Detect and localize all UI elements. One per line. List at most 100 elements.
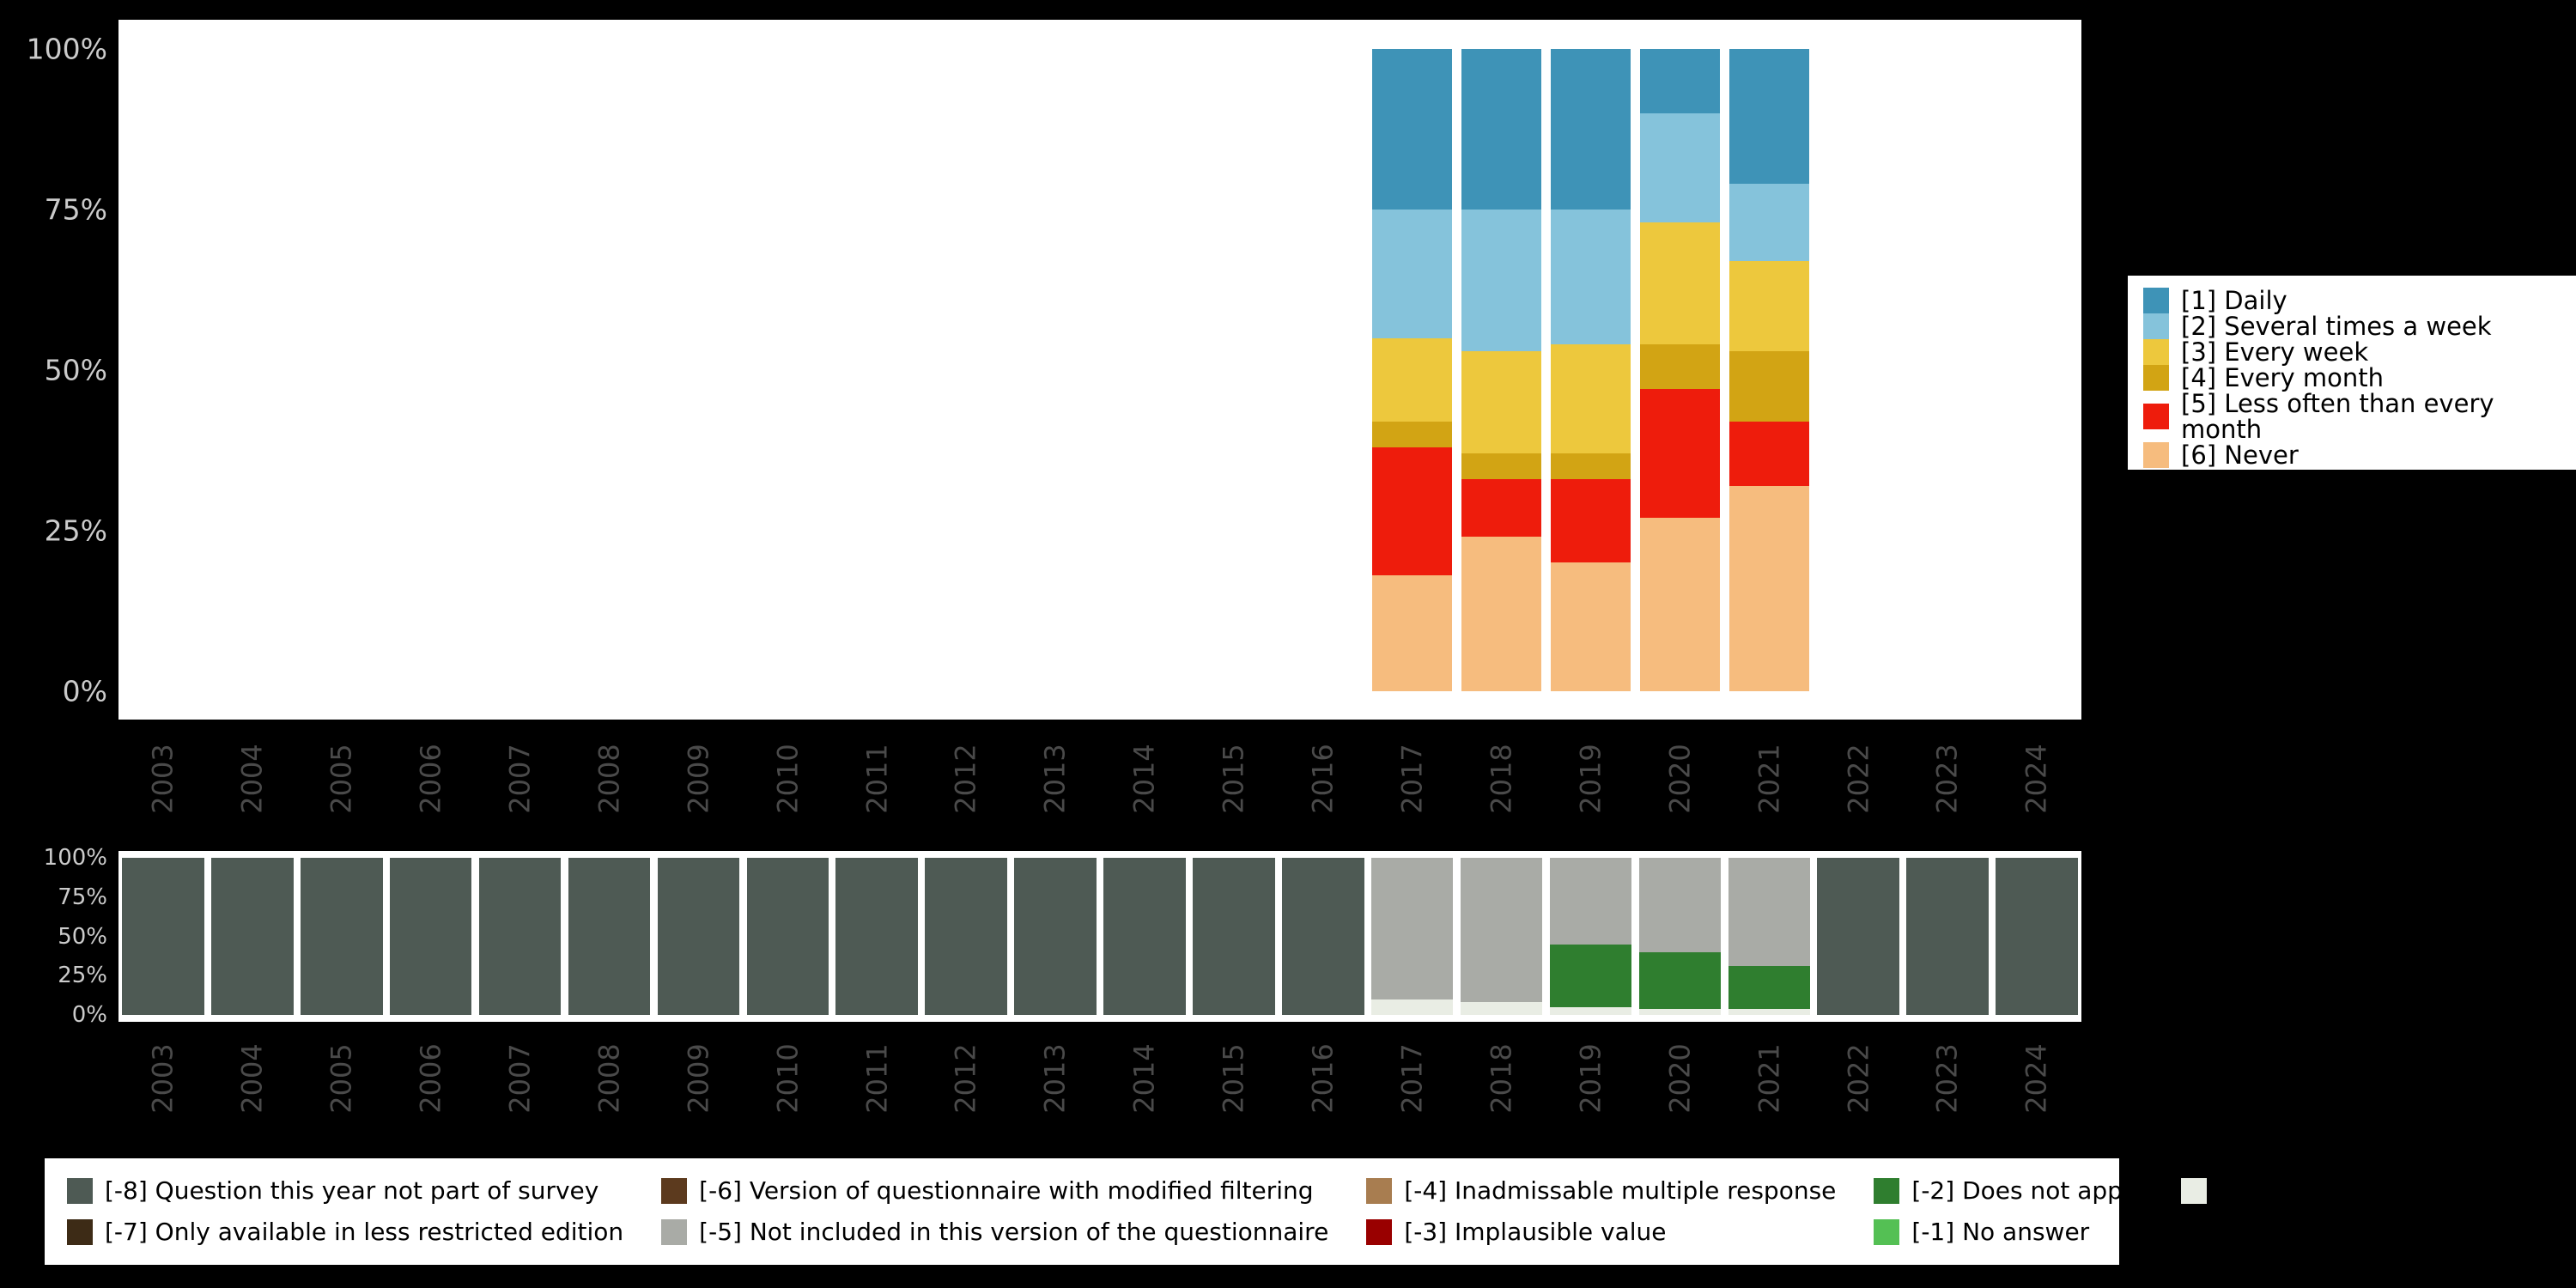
x-axis-year-label: 2021 — [1753, 1043, 1786, 1114]
bar-segment — [1728, 858, 1811, 967]
x-axis-year-label: 2014 — [1127, 744, 1161, 814]
x-axis-year-label: 2014 — [1127, 1043, 1161, 1114]
x-axis-year-label: 2017 — [1395, 1043, 1429, 1114]
bar-segment — [925, 858, 1007, 1015]
legend-color-swatch — [2143, 313, 2169, 339]
bar-segment — [1370, 999, 1454, 1015]
bar-2013 — [1014, 858, 1097, 1015]
bar-2018 — [1461, 49, 1542, 691]
bar-segment — [1728, 485, 1810, 691]
bar-2007 — [478, 858, 562, 1015]
legend-label: [-2] Does not apply — [1911, 1176, 2144, 1205]
bar-segment — [1371, 447, 1453, 576]
frequency-legend: [1] Daily [2] Several times a week [3] Eve… — [2128, 276, 2576, 470]
legend-color-swatch — [2143, 404, 2169, 429]
bar-segment — [1281, 858, 1364, 1015]
x-axis-year-label: 2008 — [592, 1043, 626, 1114]
y-axis-tick-label: 50% — [44, 353, 107, 387]
bar-segment — [1371, 49, 1453, 210]
bar-2022 — [1817, 858, 1900, 1015]
x-axis-year-label: 2006 — [414, 744, 447, 814]
x-axis-year-label: 2005 — [325, 1043, 358, 1114]
bar-segment — [1460, 1002, 1543, 1015]
bar-segment — [835, 858, 919, 1015]
bar-2014 — [1103, 858, 1186, 1015]
x-axis-year-label: 2018 — [1485, 744, 1518, 814]
bar-2017 — [1371, 49, 1453, 691]
legend-color-swatch — [67, 1178, 93, 1204]
bar-segment — [1728, 966, 1811, 1009]
legend-color-swatch — [1366, 1178, 1393, 1204]
bar-segment — [1549, 944, 1632, 1007]
legend-color-swatch — [1874, 1178, 1900, 1204]
legend-item: [4] Every month — [2143, 365, 2576, 391]
x-axis-year-label: 2007 — [503, 1043, 537, 1114]
bar-segment — [1728, 421, 1810, 486]
missing-values-chart-bars — [118, 858, 2081, 1015]
legend-item: [-8] Question this year not part of surv… — [67, 1170, 623, 1212]
bar-segment — [1014, 858, 1097, 1015]
legend-color-swatch — [2181, 1178, 2208, 1204]
bar-segment — [1638, 1008, 1722, 1015]
bar-segment — [1549, 858, 1632, 945]
bar-segment — [1371, 421, 1453, 447]
legend-item: [6] Never — [2143, 442, 2576, 468]
bar-2019 — [1550, 49, 1631, 691]
legend-item: [-4] Inadmissable multiple response — [1366, 1170, 1836, 1212]
legend-item: [-5] Not included in this version of the… — [661, 1212, 1328, 1253]
x-axis-year-label: 2016 — [1306, 744, 1340, 814]
legend-color-swatch — [2143, 339, 2169, 365]
x-axis-year-label: 2024 — [2020, 1043, 2054, 1114]
x-axis-year-label: 2011 — [860, 744, 894, 814]
bar-segment — [122, 858, 204, 1015]
x-axis-year-label: 2020 — [1663, 744, 1697, 814]
bar-segment — [1638, 858, 1722, 952]
bar-segment — [1461, 453, 1542, 480]
legend-label: [3] Every week — [2181, 337, 2369, 367]
bar-segment — [1550, 49, 1631, 210]
x-axis-year-label: 2010 — [771, 744, 805, 814]
legend-label: [-6] Version of questionnaire with modif… — [699, 1176, 1314, 1205]
bar-2015 — [1193, 858, 1275, 1015]
x-axis-year-label: 2003 — [146, 1043, 179, 1114]
legend-item: [2] Several times a week — [2143, 313, 2576, 339]
bar-2017 — [1370, 858, 1454, 1015]
x-axis-year-label: 2006 — [414, 1043, 447, 1114]
legend-label: [1] Daily — [2181, 286, 2287, 315]
legend-item: [-2] Does not apply — [1874, 1170, 2143, 1212]
bar-segment — [657, 858, 740, 1015]
legend-item: [5] Less often than every month — [2143, 391, 2576, 442]
legend-color-swatch — [67, 1219, 93, 1245]
bar-2021 — [1728, 858, 1811, 1015]
x-axis-year-label: 2012 — [950, 744, 983, 814]
legend-label: [4] Every month — [2181, 363, 2385, 392]
legend-label: [-8] Question this year not part of surv… — [105, 1176, 599, 1205]
y-axis-tick-label: 100% — [43, 845, 107, 871]
x-axis-year-label: 2015 — [1217, 1043, 1250, 1114]
legend-item: [3] Every week — [2143, 339, 2576, 365]
bar-segment — [389, 858, 472, 1015]
bar-segment — [1549, 1006, 1632, 1015]
missing-values-legend: [-8] Question this year not part of surv… — [45, 1158, 2352, 1265]
x-axis-year-label: 2020 — [1663, 1043, 1697, 1114]
bar-segment — [1638, 951, 1722, 1009]
bar-2005 — [300, 858, 383, 1015]
bar-segment — [1461, 49, 1542, 210]
bar-segment — [1103, 858, 1186, 1015]
legend-label: [2] Several times a week — [2181, 312, 2492, 341]
y-axis-tick-label: 25% — [58, 963, 107, 989]
bar-segment — [1461, 350, 1542, 454]
legend-color-swatch — [661, 1178, 688, 1204]
legend-color-swatch — [2143, 365, 2169, 391]
bar-2020 — [1639, 49, 1721, 691]
x-axis-year-label: 2022 — [1842, 744, 1875, 814]
x-axis-year-label: 2023 — [1931, 1043, 1965, 1114]
legend-color-swatch — [2143, 288, 2169, 313]
bar-segment — [211, 858, 294, 1015]
x-axis-year-label: 2011 — [860, 1043, 894, 1114]
bar-segment — [1550, 453, 1631, 480]
legend-item: [1] Daily — [2143, 288, 2576, 313]
legend-label: [-7] Only available in less restricted e… — [105, 1218, 624, 1246]
bar-segment — [1461, 537, 1542, 691]
